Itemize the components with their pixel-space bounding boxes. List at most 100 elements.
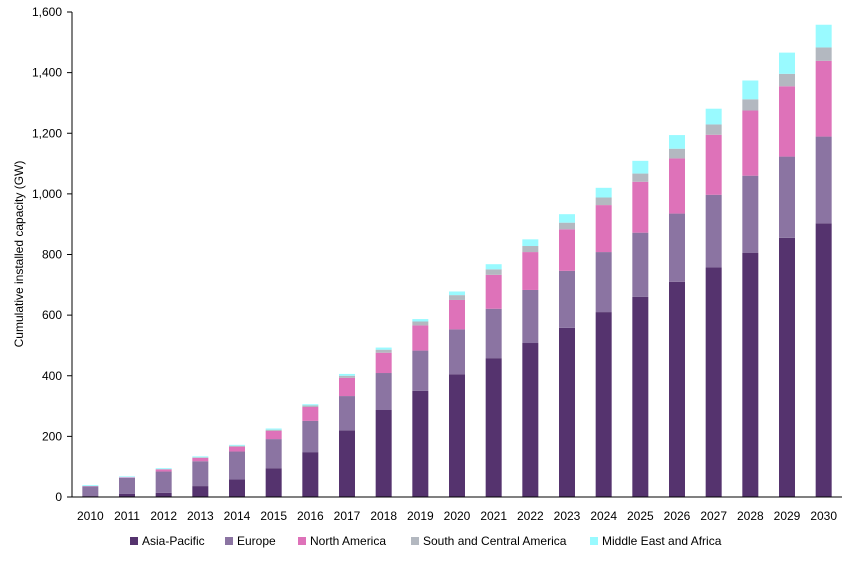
bar-south-and-central-america-2030 xyxy=(816,47,832,60)
bar-asia-pacific-2019 xyxy=(412,391,428,497)
bar-middle-east-and-africa-2019 xyxy=(412,319,428,321)
legend-item-asia-pacific: Asia-Pacific xyxy=(130,534,205,548)
bar-middle-east-and-africa-2021 xyxy=(486,264,502,269)
bar-middle-east-and-africa-2016 xyxy=(302,404,318,405)
x-tick-label: 2015 xyxy=(260,509,287,523)
bar-asia-pacific-2015 xyxy=(266,468,282,497)
bar-north-america-2019 xyxy=(412,325,428,350)
x-tick-label: 2030 xyxy=(810,509,837,523)
legend-label: Asia-Pacific xyxy=(142,534,205,548)
bar-south-and-central-america-2014 xyxy=(229,446,245,447)
bar-asia-pacific-2023 xyxy=(559,328,575,497)
bar-north-america-2026 xyxy=(669,158,685,213)
bar-asia-pacific-2029 xyxy=(779,238,795,497)
y-tick-label: 1,400 xyxy=(32,66,62,80)
legend-label: Middle East and Africa xyxy=(602,534,722,548)
bar-asia-pacific-2027 xyxy=(706,268,722,497)
bar-asia-pacific-2026 xyxy=(669,282,685,497)
y-tick-label: 1,000 xyxy=(32,187,62,201)
bar-middle-east-and-africa-2026 xyxy=(669,135,685,149)
legend-item-middle-east-and-africa: Middle East and Africa xyxy=(590,534,722,548)
x-tick-label: 2024 xyxy=(590,509,617,523)
bar-europe-2016 xyxy=(302,421,318,452)
bar-middle-east-and-africa-2013 xyxy=(192,456,208,457)
bar-north-america-2020 xyxy=(449,300,465,329)
bar-middle-east-and-africa-2012 xyxy=(156,468,172,469)
y-tick-label: 0 xyxy=(55,490,62,504)
bar-middle-east-and-africa-2020 xyxy=(449,291,465,295)
bar-europe-2019 xyxy=(412,351,428,391)
bar-europe-2030 xyxy=(816,137,832,224)
bar-europe-2029 xyxy=(779,157,795,238)
bar-south-and-central-america-2020 xyxy=(449,295,465,300)
bar-south-and-central-america-2028 xyxy=(742,99,758,110)
bar-europe-2010 xyxy=(82,486,98,496)
bar-south-and-central-america-2015 xyxy=(266,430,282,431)
bar-europe-2021 xyxy=(486,309,502,358)
bar-middle-east-and-africa-2015 xyxy=(266,428,282,429)
legend-swatch xyxy=(411,537,419,545)
bar-asia-pacific-2018 xyxy=(376,410,392,497)
x-tick-label: 2012 xyxy=(150,509,177,523)
x-tick-label: 2010 xyxy=(77,509,104,523)
x-tick-label: 2017 xyxy=(334,509,361,523)
bar-south-and-central-america-2025 xyxy=(632,174,648,182)
bar-south-and-central-america-2029 xyxy=(779,74,795,86)
bar-south-and-central-america-2026 xyxy=(669,149,685,159)
y-tick-label: 600 xyxy=(42,308,62,322)
legend: Asia-Pacific Europe North America South and… xyxy=(130,534,722,548)
x-tick-label: 2016 xyxy=(297,509,324,523)
bar-asia-pacific-2030 xyxy=(816,223,832,497)
legend-label: South and Central America xyxy=(423,534,567,548)
bar-south-and-central-america-2016 xyxy=(302,405,318,407)
bar-asia-pacific-2020 xyxy=(449,374,465,497)
x-tick-label: 2014 xyxy=(224,509,251,523)
x-tick-label: 2025 xyxy=(627,509,654,523)
bars-group xyxy=(82,25,831,497)
bar-north-america-2011 xyxy=(119,477,135,478)
bar-asia-pacific-2017 xyxy=(339,430,355,497)
bar-asia-pacific-2022 xyxy=(522,343,538,497)
bar-europe-2018 xyxy=(376,373,392,410)
bar-north-america-2029 xyxy=(779,86,795,156)
legend-swatch xyxy=(590,537,598,545)
bar-europe-2013 xyxy=(192,461,208,486)
bar-europe-2022 xyxy=(522,290,538,343)
bar-europe-2015 xyxy=(266,439,282,468)
bar-middle-east-and-africa-2023 xyxy=(559,214,575,222)
bar-south-and-central-america-2017 xyxy=(339,376,355,378)
bar-europe-2024 xyxy=(596,252,612,312)
bar-south-and-central-america-2024 xyxy=(596,198,612,206)
bar-middle-east-and-africa-2011 xyxy=(119,476,135,477)
bar-north-america-2030 xyxy=(816,61,832,137)
x-tick-label: 2026 xyxy=(664,509,691,523)
bar-europe-2012 xyxy=(156,472,172,493)
bar-europe-2011 xyxy=(119,478,135,494)
bar-europe-2020 xyxy=(449,329,465,374)
bar-north-america-2027 xyxy=(706,135,722,195)
legend-item-europe: Europe xyxy=(225,534,276,548)
bar-south-and-central-america-2021 xyxy=(486,269,502,274)
bar-north-america-2016 xyxy=(302,407,318,421)
bar-north-america-2023 xyxy=(559,229,575,271)
bar-south-and-central-america-2023 xyxy=(559,223,575,230)
bar-middle-east-and-africa-2028 xyxy=(742,81,758,100)
bar-middle-east-and-africa-2025 xyxy=(632,161,648,174)
bar-europe-2017 xyxy=(339,396,355,430)
x-tick-label: 2013 xyxy=(187,509,214,523)
x-tick-label: 2029 xyxy=(774,509,801,523)
bar-north-america-2012 xyxy=(156,469,172,471)
x-tick-label: 2018 xyxy=(370,509,397,523)
bar-middle-east-and-africa-2024 xyxy=(596,188,612,198)
legend-label: North America xyxy=(310,534,386,548)
bar-europe-2025 xyxy=(632,233,648,297)
x-tick-label: 2021 xyxy=(480,509,507,523)
bar-asia-pacific-2028 xyxy=(742,253,758,497)
bar-south-and-central-america-2027 xyxy=(706,124,722,134)
bar-north-america-2015 xyxy=(266,431,282,439)
y-tick-label: 200 xyxy=(42,429,62,443)
y-tick-label: 800 xyxy=(42,248,62,262)
y-tick-label: 1,600 xyxy=(32,5,62,19)
